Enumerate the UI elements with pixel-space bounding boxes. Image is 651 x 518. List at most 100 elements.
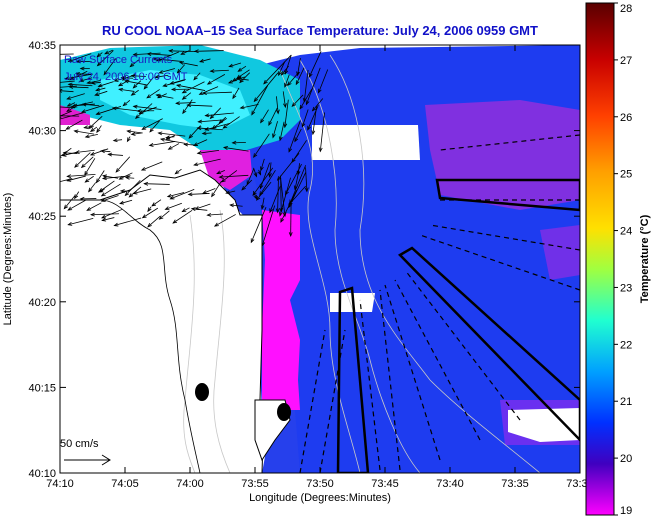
current-vector-head — [124, 191, 130, 197]
current-vector — [118, 79, 130, 87]
current-vector — [188, 125, 201, 139]
current-vector-head — [132, 104, 138, 109]
current-vector — [179, 61, 198, 67]
current-vector — [91, 213, 119, 216]
current-vector-head — [95, 87, 101, 92]
current-vector — [127, 130, 143, 134]
current-vector-head — [175, 83, 181, 88]
current-vector-head — [88, 187, 93, 193]
current-vector-head — [124, 175, 130, 180]
map-title: RU COOL NOAA–15 Sea Surface Temperature:… — [102, 23, 538, 38]
current-vector — [269, 162, 272, 177]
current-vector-head — [278, 136, 283, 142]
colorbar-tick-label: 27 — [620, 55, 632, 67]
current-vector — [102, 175, 119, 179]
current-vector — [289, 165, 307, 204]
current-vector-head — [272, 133, 276, 139]
current-vector — [167, 192, 185, 197]
current-vector — [256, 181, 272, 201]
current-vector — [253, 72, 279, 102]
current-vector — [284, 74, 290, 87]
current-vector-head — [176, 68, 182, 74]
x-axis-label: Longitude (Degrees:Minutes) — [249, 492, 391, 504]
current-vector — [197, 149, 220, 154]
current-vector-head — [60, 88, 63, 93]
current-vector — [74, 152, 91, 168]
current-vector-head — [284, 82, 288, 88]
current-vector-head — [158, 70, 164, 74]
current-vector — [219, 174, 249, 178]
current-vector — [159, 210, 170, 220]
current-vector-head — [206, 212, 212, 217]
current-vector-head — [181, 89, 187, 94]
current-vector — [102, 217, 115, 221]
colorbar-tick-label: 24 — [620, 226, 632, 238]
current-vector — [182, 207, 190, 212]
current-vector-head — [130, 73, 136, 78]
current-vector — [96, 52, 103, 58]
current-vector — [114, 217, 142, 226]
current-vector — [259, 162, 271, 189]
current-vector — [221, 170, 238, 183]
colorbar-tick-label: 23 — [620, 282, 632, 294]
current-vector — [261, 197, 265, 210]
current-vector-head — [204, 127, 210, 131]
current-vector — [202, 132, 212, 135]
current-vector-head — [112, 138, 118, 143]
current-vector — [66, 107, 74, 112]
current-vector — [101, 183, 121, 197]
current-vector-head — [78, 78, 84, 83]
current-vector-head — [66, 178, 72, 182]
colorbar-tick-label: 25 — [620, 169, 632, 181]
current-vector-head — [79, 66, 85, 71]
current-vector — [253, 190, 257, 199]
current-vector — [90, 126, 98, 132]
current-vector-head — [288, 232, 293, 237]
current-vector — [98, 81, 114, 87]
current-vector-head — [231, 77, 237, 82]
current-vector-head — [178, 61, 184, 65]
current-vector-head — [146, 94, 152, 99]
current-vector — [239, 72, 251, 83]
current-vector — [133, 52, 161, 56]
map-area — [60, 45, 580, 473]
current-vector-head — [318, 88, 322, 94]
current-vector-head — [170, 87, 176, 92]
current-vector-head — [129, 62, 135, 68]
current-vector — [169, 50, 196, 52]
current-vector — [188, 193, 210, 195]
current-vector-head — [175, 101, 180, 106]
current-vector-head — [79, 196, 85, 201]
current-vector — [86, 202, 102, 211]
current-vector — [284, 99, 289, 128]
y-tick-label: 40:35 — [28, 40, 56, 52]
current-vector-head — [280, 217, 285, 223]
current-vector — [99, 180, 115, 192]
current-vector — [172, 209, 193, 224]
current-vector — [124, 80, 147, 86]
current-vector — [182, 81, 205, 94]
current-vector-head — [275, 208, 280, 214]
current-vector-head — [305, 100, 310, 106]
current-vector — [288, 185, 306, 206]
current-vector — [305, 167, 308, 192]
x-tick-label: 73:55 — [241, 478, 269, 490]
current-vector-head — [147, 207, 152, 213]
current-vector-head — [222, 124, 228, 129]
current-vector-head — [251, 110, 256, 116]
current-vector-head — [149, 127, 154, 133]
current-vector — [163, 79, 186, 87]
colorbar-tick-label: 28 — [620, 3, 632, 15]
current-vector-head — [128, 193, 134, 198]
current-vector-head — [96, 52, 102, 58]
current-vector-head — [311, 106, 317, 112]
current-vector — [63, 195, 76, 209]
current-vector — [246, 168, 255, 185]
current-vector — [74, 191, 80, 199]
current-vector-head — [132, 84, 138, 89]
current-vector — [159, 68, 175, 74]
current-vector — [214, 214, 236, 227]
current-vector — [301, 109, 309, 127]
current-vector-head — [174, 170, 180, 175]
current-vector-head — [318, 147, 323, 153]
